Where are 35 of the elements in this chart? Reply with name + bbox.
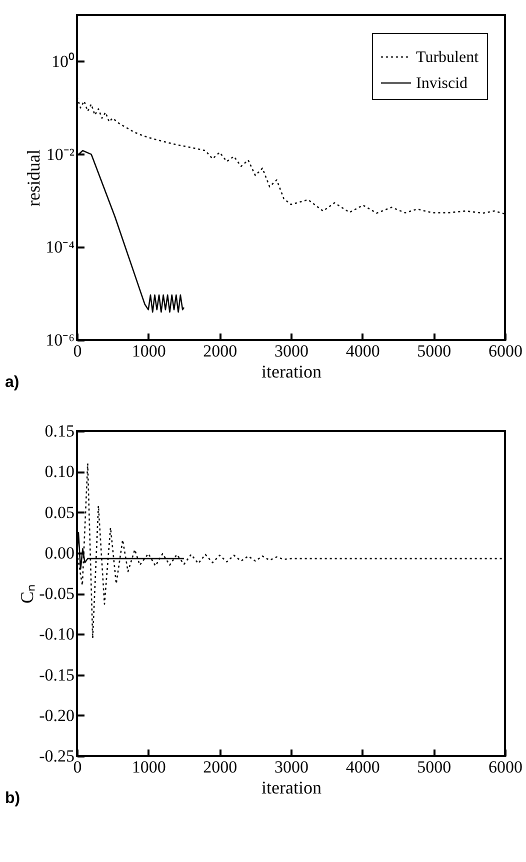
y-tick-label: -0.05: [39, 584, 74, 603]
x-tick-label: 3000: [274, 758, 308, 776]
y-tick-label: -0.10: [39, 624, 74, 644]
y-tick-label: 10⁻⁴: [46, 238, 75, 257]
x-tick-label: 6000: [488, 758, 522, 776]
y-tick-label: 10⁻⁶: [46, 330, 75, 350]
x-tick-label: 1000: [132, 758, 166, 776]
legend-label: Turbulent: [416, 49, 480, 66]
y-tick-label: 0.10: [44, 462, 74, 482]
text: b): [5, 790, 20, 807]
legend-label: Inviscid: [416, 75, 468, 92]
y-tick-label: 0.15: [44, 422, 74, 440]
x-tick-label: 2000: [203, 758, 238, 776]
x-axis-title: iteration: [262, 778, 322, 798]
y-tick-label: 0.00: [44, 543, 74, 562]
x-tick-label: 1000: [132, 342, 166, 360]
y-tick-label: 10⁰: [52, 52, 74, 71]
y-tick-label: -0.15: [39, 665, 74, 684]
x-tick-label: 4000: [346, 758, 380, 776]
x-tick-label: 2000: [203, 342, 238, 360]
x-tick-label: 4000: [346, 342, 380, 360]
y-tick-label: -0.25: [39, 746, 74, 766]
x-tick-label: 3000: [274, 342, 308, 360]
y-tick-label: 10⁻²: [46, 144, 74, 164]
y-tick-label: -0.20: [39, 706, 74, 725]
x-tick-label: 5000: [417, 342, 452, 360]
x-axis-title: iteration: [262, 362, 322, 382]
text: a): [5, 374, 20, 391]
x-tick-label: 5000: [417, 758, 452, 776]
x-tick-label: 0: [73, 758, 82, 776]
x-tick-label: 0: [73, 342, 82, 360]
y-axis-title: residual: [24, 150, 44, 206]
y-tick-label: 0.05: [44, 502, 74, 522]
x-tick-label: 6000: [488, 342, 522, 360]
y-axis-title: Cₙ: [17, 584, 38, 604]
